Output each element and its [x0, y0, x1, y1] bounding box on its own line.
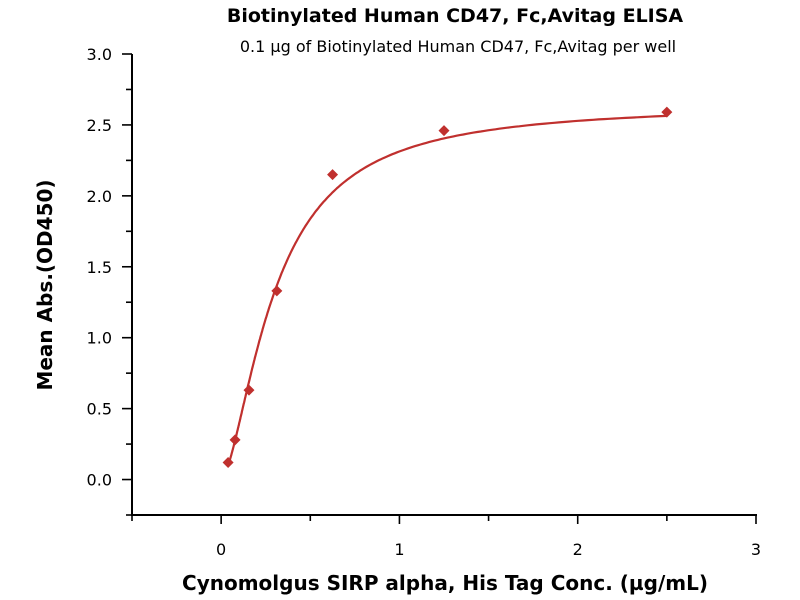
x-tick-label: 3 [751, 540, 761, 559]
data-point-diamond [222, 457, 234, 469]
y-tick-label: 0.0 [87, 471, 112, 490]
data-point-diamond [271, 285, 283, 297]
x-tick-label: 2 [573, 540, 583, 559]
data-point-diamond [438, 125, 450, 137]
x-axis-label: Cynomolgus SIRP alpha, His Tag Conc. (µg… [182, 571, 708, 595]
y-axis-label: Mean Abs.(OD450) [33, 179, 57, 390]
fit-curve [227, 114, 667, 467]
y-tick-label: 1.0 [87, 329, 112, 348]
y-tick-label: 2.5 [87, 116, 112, 135]
x-tick-label: 1 [394, 540, 404, 559]
chart-title: Biotinylated Human CD47, Fc,Avitag ELISA [227, 5, 684, 27]
data-point-diamond [243, 384, 255, 396]
x-tick-label: 0 [216, 540, 226, 559]
y-tick-label: 3.0 [87, 45, 112, 64]
data-point-diamond [327, 169, 339, 181]
y-tick-label: 2.0 [87, 187, 112, 206]
data-point-diamond [661, 106, 673, 118]
y-tick-label: 0.5 [87, 400, 112, 419]
y-tick-label: 1.5 [87, 258, 112, 277]
chart-subtitle: 0.1 µg of Biotinylated Human CD47, Fc,Av… [240, 37, 676, 56]
data-point-diamond [229, 434, 241, 446]
